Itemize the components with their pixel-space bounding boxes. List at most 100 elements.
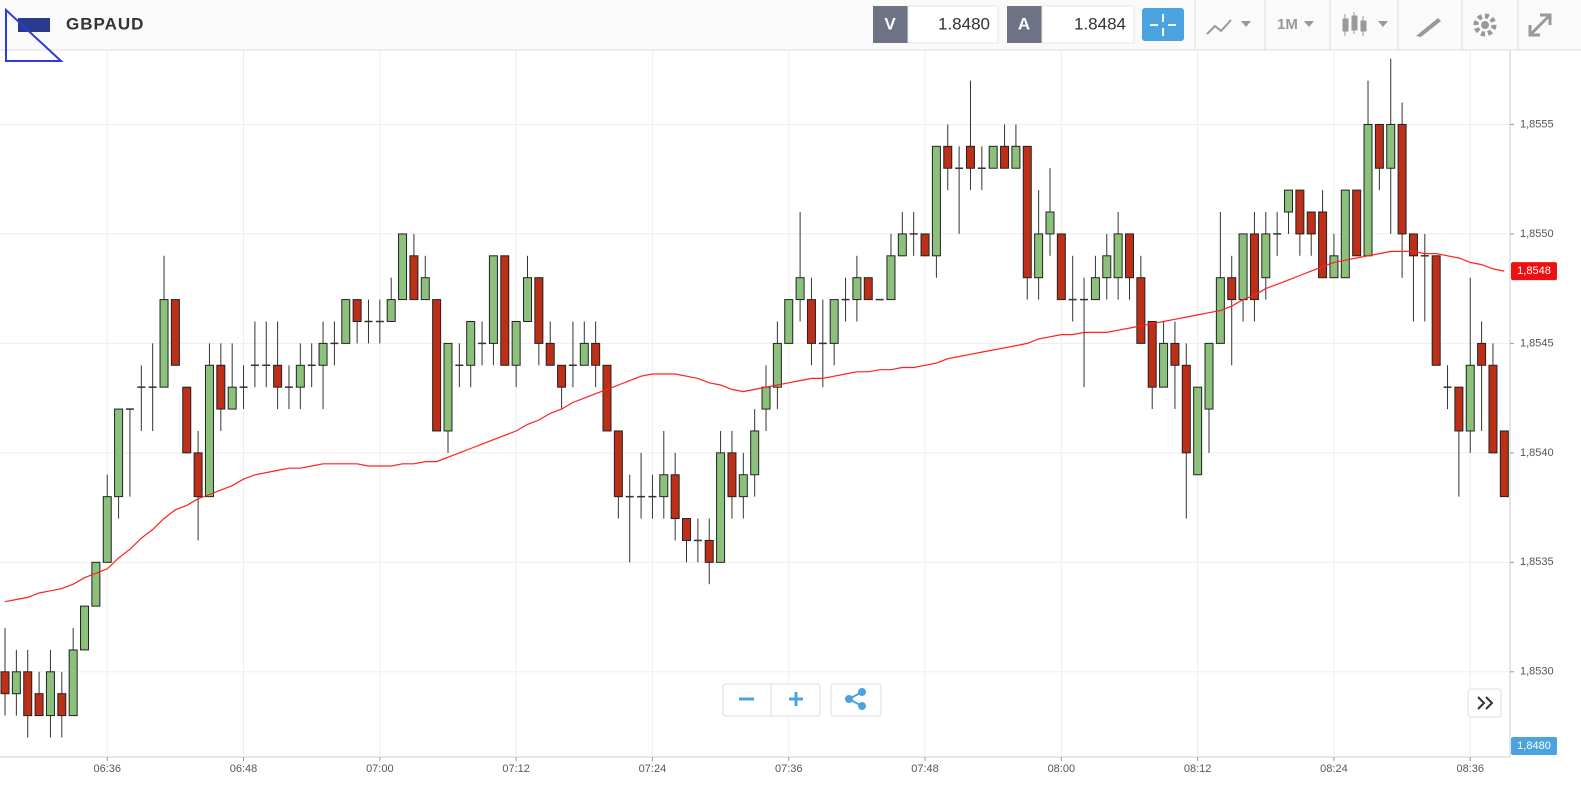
candle-body xyxy=(420,277,430,301)
candle-body xyxy=(500,255,510,366)
candle-body xyxy=(659,474,669,498)
candle-body xyxy=(557,364,567,388)
candle-body xyxy=(682,518,692,541)
y-tick-label: 1,8535 xyxy=(1520,556,1554,568)
settings-icon[interactable] xyxy=(1473,13,1497,37)
candle-body xyxy=(579,342,589,366)
candle-body xyxy=(159,299,169,388)
sell-price: 1.8480 xyxy=(938,14,990,33)
candle-body xyxy=(466,320,476,366)
corner-marker xyxy=(5,7,64,62)
settings-icon-center xyxy=(1481,21,1489,29)
crosshair-icon xyxy=(1150,14,1176,36)
candle-body xyxy=(68,649,78,717)
candle-body xyxy=(1465,364,1475,432)
caret xyxy=(1378,21,1388,27)
y-tick-label: 1,8555 xyxy=(1520,118,1554,130)
candle-body xyxy=(0,671,10,695)
candle-body xyxy=(1159,342,1169,388)
candle-body xyxy=(522,277,532,322)
candle-body xyxy=(920,233,930,257)
candle-body xyxy=(1374,123,1384,169)
x-tick-label: 08:24 xyxy=(1320,763,1348,775)
candle-body xyxy=(511,320,521,366)
candle-body xyxy=(784,299,794,344)
candle-body xyxy=(216,364,226,410)
candle-body xyxy=(1386,123,1396,169)
candle-body xyxy=(1147,320,1157,388)
caret xyxy=(1304,21,1314,27)
candle-body xyxy=(193,452,203,498)
candle-body xyxy=(716,452,726,563)
candle-body xyxy=(1284,189,1294,213)
candle-body xyxy=(1113,233,1123,279)
candle-type-icon[interactable] xyxy=(1342,12,1367,36)
candle-body xyxy=(432,299,442,432)
x-tick-label: 08:12 xyxy=(1184,763,1212,775)
zoom-in[interactable] xyxy=(789,692,803,706)
crosshair-button[interactable] xyxy=(1142,8,1184,41)
share-button[interactable] xyxy=(830,683,882,717)
candle-body xyxy=(1238,233,1248,301)
candle-body xyxy=(386,299,396,322)
candle-body xyxy=(341,299,351,344)
candle-body xyxy=(352,299,362,322)
candle-body xyxy=(1056,233,1066,301)
candle-body xyxy=(57,693,67,717)
candle-body xyxy=(102,496,112,563)
candle-body xyxy=(1454,386,1464,432)
share-icon xyxy=(845,688,866,710)
candle-body xyxy=(670,474,680,520)
caret xyxy=(1241,21,1251,27)
candle-body xyxy=(1022,145,1032,279)
timeframe[interactable]: 1M xyxy=(1277,16,1298,33)
candle-body xyxy=(1136,277,1146,344)
candle-body xyxy=(34,693,44,717)
candle-body xyxy=(863,277,873,301)
candle-body xyxy=(795,277,805,301)
candle-body xyxy=(170,299,180,366)
buy-label: A xyxy=(1018,14,1030,33)
candle-body xyxy=(1193,386,1203,476)
price-label-box xyxy=(1511,262,1557,281)
candle-body xyxy=(1034,233,1044,279)
buy-button[interactable] xyxy=(1007,6,1042,43)
x-tick-label: 08:36 xyxy=(1456,763,1484,775)
grid xyxy=(0,50,1514,761)
candle-body xyxy=(806,299,816,344)
candle-body xyxy=(886,255,896,301)
candle-body xyxy=(613,430,623,498)
candle-body xyxy=(1306,211,1316,235)
candle-body xyxy=(1045,211,1055,235)
x-tick-label: 07:12 xyxy=(502,763,530,775)
candle-body xyxy=(45,671,55,717)
toolbar xyxy=(0,0,1581,50)
y-tick-label: 1,8545 xyxy=(1520,337,1554,349)
price-label: 1,8480 xyxy=(1517,740,1551,752)
indicator-icon[interactable] xyxy=(1206,19,1232,35)
sell-price-box[interactable] xyxy=(907,5,999,44)
symbol: GBPAUD xyxy=(66,14,144,33)
candle-body xyxy=(829,299,839,344)
y-tick-label: 1,8540 xyxy=(1520,447,1554,459)
candle-body xyxy=(1340,189,1350,279)
buy-price-box[interactable] xyxy=(1041,5,1135,44)
x-tick-label: 07:00 xyxy=(366,763,394,775)
scroll-right-icon xyxy=(1477,696,1494,710)
candle-body xyxy=(1431,255,1441,366)
fullscreen-icon[interactable] xyxy=(1528,13,1552,37)
buy-price: 1.8484 xyxy=(1074,14,1126,33)
candle-body xyxy=(182,386,192,454)
candle-body xyxy=(761,386,771,410)
candle-body xyxy=(602,364,612,432)
x-tick-label: 07:48 xyxy=(911,763,939,775)
draw-icon[interactable] xyxy=(1416,18,1441,37)
candle-body xyxy=(1170,342,1180,366)
candle-body xyxy=(114,408,124,498)
candle-body xyxy=(852,277,862,301)
sell-button[interactable] xyxy=(873,6,908,43)
candle-body xyxy=(1352,189,1362,257)
candle-body xyxy=(1102,255,1112,279)
